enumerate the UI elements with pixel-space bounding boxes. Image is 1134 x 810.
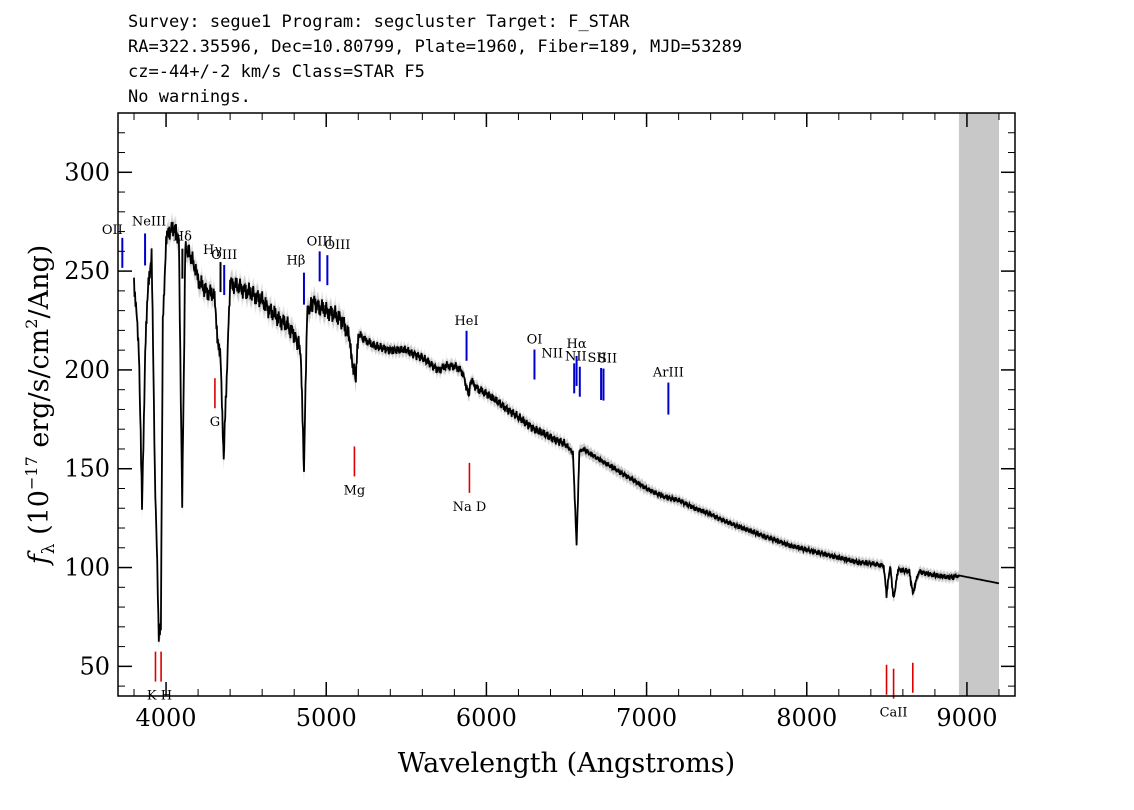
y-tick-label: 100	[64, 554, 110, 582]
x-tick-label: 9000	[936, 704, 997, 732]
emission-line-label: OI	[527, 333, 543, 348]
header-line-3: cz=-44+/-2 km/s Class=STAR F5	[128, 62, 425, 82]
emission-line-label: NII	[541, 346, 563, 361]
header-line-4: No warnings.	[128, 87, 251, 107]
absorption-line-label: G	[210, 415, 220, 430]
emission-line-label: Hδ	[173, 230, 192, 245]
emission-line-label: OII	[102, 223, 123, 238]
header-line-2: RA=322.35596, Dec=10.80799, Plate=1960, …	[128, 37, 743, 57]
emission-line-label: OIII	[307, 234, 333, 249]
emission-line-label: SII	[598, 352, 617, 367]
emission-line-label: OIII	[211, 248, 237, 263]
x-tick-label: 8000	[776, 704, 837, 732]
emission-line-label: OIII	[324, 238, 350, 253]
x-tick-label: 4000	[136, 704, 197, 732]
header-line-1: Survey: segue1 Program: segcluster Targe…	[128, 12, 630, 32]
plot-frame	[117, 112, 1016, 697]
emission-line-label: Hγ	[203, 243, 222, 258]
emission-line-label: ArIII	[652, 366, 684, 381]
x-tick-label: 6000	[456, 704, 517, 732]
emission-line-label: SII	[588, 351, 607, 366]
emission-line-label: NII	[565, 350, 587, 365]
absorption-line-label: Na D	[453, 500, 487, 515]
x-axis-label: Wavelength (Angstroms)	[398, 748, 735, 779]
y-tick-label: 200	[64, 356, 110, 384]
masked-region	[958, 113, 999, 696]
y-tick-label: 300	[64, 158, 110, 186]
y-tick-label: 50	[79, 652, 110, 680]
spectrum-line	[133, 221, 1000, 642]
y-tick-label: 250	[64, 257, 110, 285]
absorption-line-label: Mg	[344, 483, 366, 498]
x-tick-label: 5000	[296, 704, 357, 732]
emission-line-label: Hα	[567, 337, 587, 352]
emission-line-label: Hβ	[287, 254, 306, 269]
emission-line-label: NeIII	[132, 214, 166, 229]
emission-line-label: HeI	[454, 314, 478, 329]
x-tick-label: 7000	[616, 704, 677, 732]
error-band	[134, 212, 959, 652]
y-tick-label: 150	[64, 455, 110, 483]
absorption-line-label: CaII	[880, 706, 908, 721]
y-axis-label: fλ (10−17 erg/s/cm2/Ang)	[22, 245, 59, 567]
